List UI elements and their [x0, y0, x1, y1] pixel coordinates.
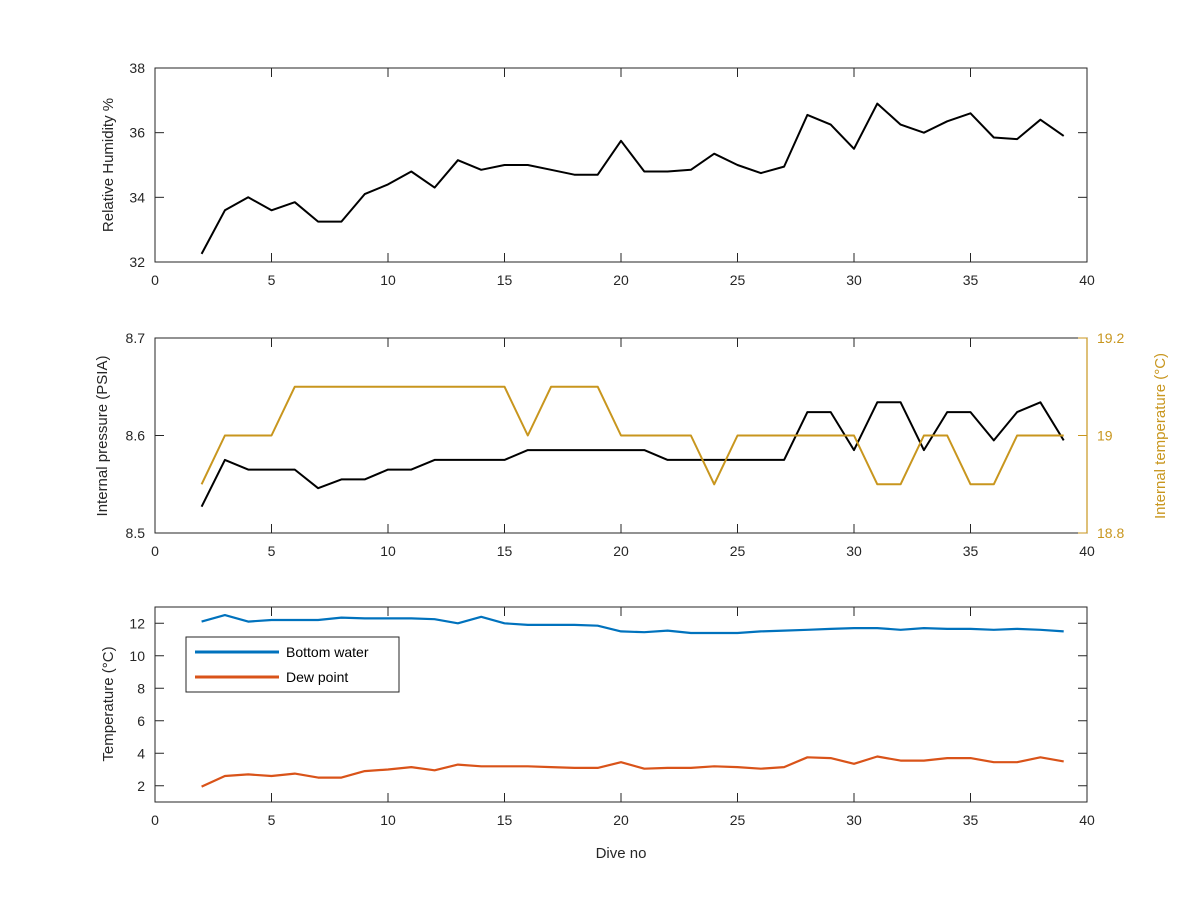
pressure-x-tick-label: 0: [151, 543, 159, 559]
bottom-water-line: [201, 613, 1064, 635]
internal-temperature-y-axis-label: Internal temperature (°C): [1152, 353, 1169, 519]
humidity-panel: 0 5 10 15 20 25 30 35 40 32 34 36 38 Relative Humidi…: [100, 60, 1095, 288]
pressure-y-tick-label: 8.5: [126, 525, 146, 541]
pressure-y-tick-label: 8.7: [126, 330, 146, 346]
legend-label-dew-point: Dew point: [286, 669, 348, 685]
pressure-y-tick-label: 8.6: [126, 428, 146, 444]
temperature-x-tick-label: 0: [151, 812, 159, 828]
pressure-temperature-panel: 0 5 10 15 20 25 30 35 40 8.5 8.6 8.7 18.8 19 19.2 Inte…: [94, 330, 1169, 559]
humidity-x-tick-label: 35: [963, 272, 979, 288]
humidity-lines: [200, 102, 1065, 255]
legend-label-bottom-water: Bottom water: [286, 644, 369, 660]
humidity-x-tick-label: 10: [380, 272, 396, 288]
temperature-y-tick-label: 8: [137, 680, 145, 696]
temperature-y-tick-label: 6: [137, 713, 145, 729]
humidity-x-tick-label: 30: [846, 272, 862, 288]
temperature-lines: [201, 613, 1064, 788]
humidity-y-axis-label: Relative Humidity %: [100, 98, 117, 232]
pressure-x-tick-label: 15: [497, 543, 513, 559]
legend-box: [185, 636, 400, 693]
temperature-x-tick-label: 40: [1079, 812, 1095, 828]
pressure-ticks: 0 5 10 15 20 25 30 35 40 8.5 8.6 8.7 18.8 19 19.2: [126, 330, 1125, 559]
dive-no-x-axis-label: Dive no: [596, 845, 647, 862]
temperature-y-axis-label: Temperature (°C): [100, 646, 117, 761]
humidity-x-tick-label: 25: [730, 272, 746, 288]
temperature-y-tick-label: 2: [137, 778, 145, 794]
pressure-x-tick-label: 20: [613, 543, 629, 559]
humidity-x-tick-label: 5: [268, 272, 276, 288]
pressure-y-axis-label: Internal pressure (PSIA): [94, 356, 111, 517]
right-y-tick-label: 18.8: [1097, 525, 1124, 541]
temperature-y-tick-label: 10: [129, 648, 145, 664]
humidity-y-tick-label: 32: [129, 254, 145, 270]
humidity-x-tick-label: 20: [613, 272, 629, 288]
internal-temperature-line: [200, 385, 1064, 486]
pressure-x-tick-label: 30: [846, 543, 862, 559]
humidity-y-tick-label: 36: [129, 125, 145, 141]
humidity-line: [200, 102, 1065, 255]
humidity-y-tick-label: 38: [129, 60, 145, 76]
temperature-x-tick-label: 10: [380, 812, 396, 828]
humidity-y-tick-label: 34: [129, 189, 145, 205]
temperature-x-tick-label: 15: [497, 812, 513, 828]
pressure-x-tick-label: 10: [380, 543, 396, 559]
right-y-tick-label: 19: [1097, 428, 1113, 444]
temperature-ticks: 0 5 10 15 20 25 30 35 40 2 4 6 8 10 12: [129, 607, 1095, 828]
temperature-x-tick-label: 30: [846, 812, 862, 828]
humidity-ticks: 0 5 10 15 20 25 30 35 40 32 34 36 38: [129, 60, 1095, 288]
temperature-x-tick-label: 5: [268, 812, 276, 828]
pressure-x-tick-label: 25: [730, 543, 746, 559]
temperature-y-tick-label: 12: [129, 615, 145, 631]
temperature-x-tick-label: 35: [963, 812, 979, 828]
pressure-lines: [200, 385, 1065, 508]
temperature-legend: Bottom water Dew point: [185, 636, 400, 693]
right-y-tick-label: 19.2: [1097, 330, 1124, 346]
dew-point-line: [201, 755, 1064, 788]
temperature-panel: 0 5 10 15 20 25 30 35 40 2 4 6 8 10 12 Temperature (°C…: [100, 606, 1095, 862]
temperature-x-tick-label: 20: [613, 812, 629, 828]
humidity-plot-area: [154, 67, 1088, 263]
humidity-x-tick-label: 0: [151, 272, 159, 288]
humidity-x-tick-label: 15: [497, 272, 513, 288]
pressure-x-tick-label: 35: [963, 543, 979, 559]
humidity-x-tick-label: 40: [1079, 272, 1095, 288]
temperature-y-tick-label: 4: [137, 745, 145, 761]
pressure-x-tick-label: 40: [1079, 543, 1095, 559]
pressure-x-tick-label: 5: [268, 543, 276, 559]
temperature-x-tick-label: 25: [730, 812, 746, 828]
